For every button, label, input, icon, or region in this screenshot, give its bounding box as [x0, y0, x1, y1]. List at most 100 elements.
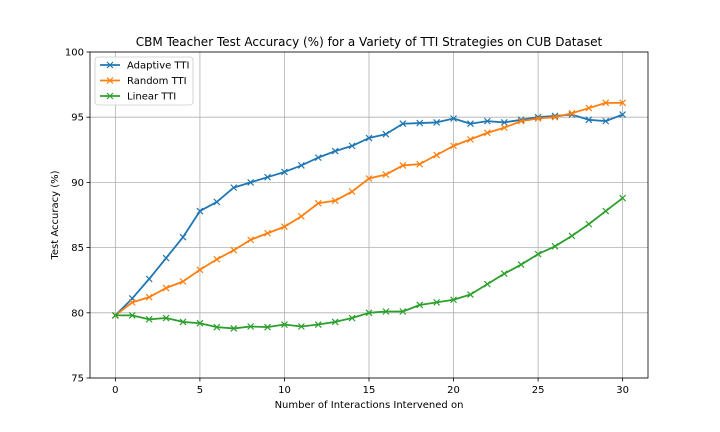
data-point-marker [348, 314, 356, 322]
data-point-marker [365, 134, 373, 142]
data-point-marker [281, 321, 288, 328]
data-point-marker [500, 118, 508, 126]
data-point-marker [297, 323, 305, 330]
data-point-marker [111, 311, 119, 319]
y-axis-ticks: 75 80 85 90 95 100 [65, 48, 90, 385]
data-point-marker [128, 311, 136, 319]
legend-item-linear-tti: Linear TTI [100, 92, 176, 103]
series-linear-tti [111, 194, 627, 332]
data-point-marker [145, 293, 153, 301]
y-tick-label: 85 [71, 243, 84, 254]
x-tick-label: 0 [112, 385, 118, 396]
data-point-marker [399, 120, 407, 128]
data-point-marker [416, 119, 424, 127]
data-point-marker [179, 318, 187, 326]
legend-item-random-tti: Random TTI [100, 76, 187, 87]
data-point-marker [162, 284, 170, 292]
data-point-marker [433, 298, 441, 306]
data-point-marker [247, 236, 255, 244]
y-tick-label: 100 [65, 48, 84, 59]
data-point-marker [213, 323, 221, 331]
legend-box [94, 56, 194, 106]
data-point-marker [281, 223, 288, 231]
data-point-marker [602, 117, 610, 125]
data-point-marker [467, 291, 474, 298]
x-tick-label: 10 [278, 385, 291, 396]
data-point-marker [314, 154, 322, 162]
legend-swatch-marker [106, 77, 114, 84]
data-series [111, 99, 627, 332]
legend-label: Random TTI [127, 76, 187, 87]
data-point-marker [517, 117, 525, 125]
data-point-marker [145, 275, 153, 283]
data-point-marker [483, 117, 491, 125]
y-tick-label: 95 [71, 113, 84, 124]
data-point-marker [568, 109, 576, 117]
data-point-marker [467, 135, 474, 143]
legend-label: Linear TTI [127, 92, 176, 103]
data-point-marker [399, 162, 407, 169]
y-tick-label: 75 [71, 374, 84, 385]
legend: Adaptive TTI Random TTI Linear TTI [94, 56, 194, 106]
data-point-marker [196, 207, 204, 215]
data-point-marker [247, 178, 255, 186]
data-point-marker [331, 318, 339, 326]
data-point-marker [534, 115, 542, 122]
data-point-marker [551, 242, 559, 250]
data-point-marker [483, 129, 491, 137]
data-point-marker [416, 301, 424, 309]
data-point-marker [382, 308, 390, 315]
data-point-marker [551, 113, 559, 121]
data-point-marker [297, 212, 305, 220]
series-adaptive-tti [111, 111, 627, 319]
data-point-marker [365, 309, 373, 317]
data-point-marker [196, 266, 204, 274]
y-tick-label: 80 [71, 308, 84, 319]
legend-swatch-marker [106, 61, 114, 69]
data-point-marker [602, 207, 610, 215]
data-point-marker [264, 323, 271, 331]
data-point-marker [450, 142, 457, 150]
data-point-marker [568, 232, 576, 240]
x-tick-label: 25 [532, 385, 545, 396]
data-point-marker [230, 325, 238, 332]
x-axis-ticks: 0 5 10 15 20 25 30 [112, 378, 629, 396]
data-point-marker [264, 229, 271, 237]
data-point-marker [162, 314, 170, 322]
data-point-marker [382, 171, 390, 179]
data-point-marker [450, 115, 457, 122]
x-tick-label: 30 [616, 385, 629, 396]
data-point-marker [196, 319, 204, 327]
data-point-marker [619, 111, 627, 119]
data-point-marker [230, 246, 238, 254]
legend-swatch-marker [106, 92, 114, 100]
data-point-marker [162, 254, 170, 262]
data-point-marker [416, 160, 424, 168]
data-point-marker [585, 220, 593, 228]
legend-item-adaptive-tti: Adaptive TTI [100, 61, 189, 72]
data-point-marker [230, 184, 238, 192]
data-point-marker [399, 308, 407, 315]
data-point-marker [467, 120, 474, 128]
x-tick-label: 5 [197, 385, 203, 396]
data-point-marker [619, 99, 627, 107]
y-axis-title: Test Accuracy (%) [50, 170, 61, 260]
data-point-marker [483, 280, 491, 288]
data-point-marker [433, 151, 441, 159]
y-tick-label: 90 [71, 178, 84, 189]
x-axis-title: Number of Interactions Intervened on [275, 400, 464, 411]
data-point-marker [247, 323, 255, 330]
legend-label: Adaptive TTI [127, 61, 189, 72]
data-point-marker [314, 321, 322, 328]
data-point-marker [517, 261, 525, 268]
data-point-marker [534, 250, 542, 258]
data-point-marker [433, 118, 441, 126]
data-point-marker [264, 173, 271, 181]
chart-title: CBM Teacher Test Accuracy (%) for a Vari… [136, 35, 603, 49]
data-point-marker [585, 116, 593, 124]
data-point-marker [382, 130, 390, 138]
data-point-marker [331, 147, 339, 155]
data-point-marker [331, 197, 339, 205]
data-point-marker [348, 188, 356, 195]
data-point-marker [585, 104, 593, 112]
